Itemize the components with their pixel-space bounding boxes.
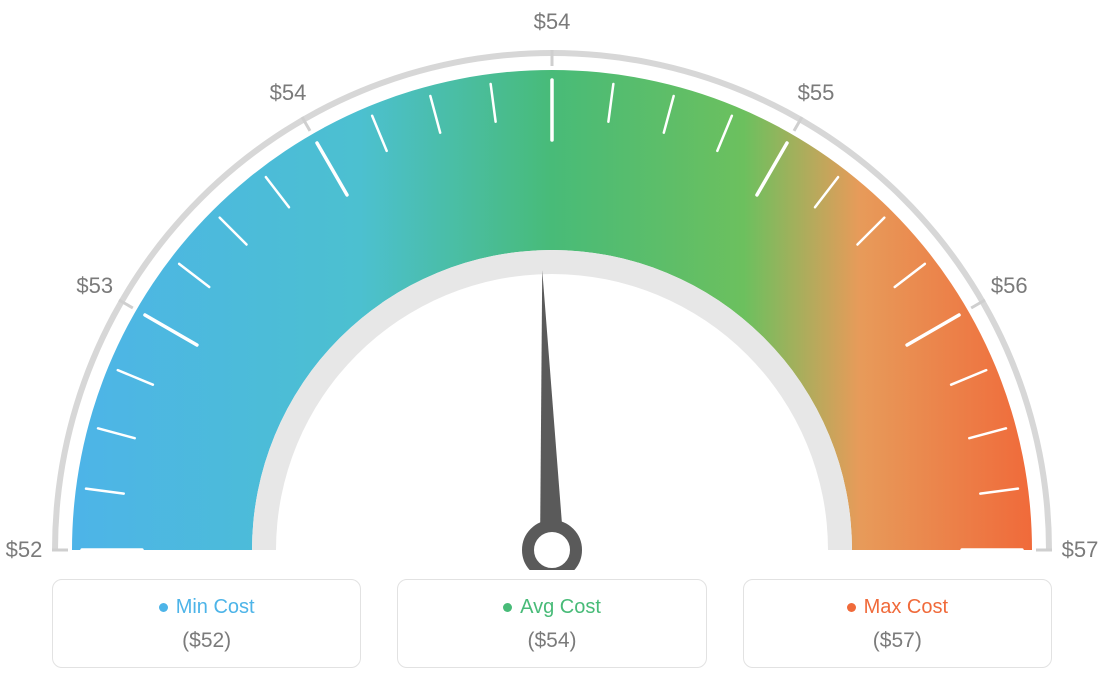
gauge-tick-label: $54 [270, 80, 307, 106]
gauge-needle [540, 270, 564, 550]
gauge-needle-hub [528, 526, 576, 570]
legend-value-min: ($52) [53, 629, 360, 653]
gauge-tick-label: $57 [1062, 537, 1099, 563]
min-dot-icon [159, 603, 168, 612]
legend-label-avg: Avg Cost [520, 596, 601, 619]
legend-row: Min Cost ($52) Avg Cost ($54) Max Cost (… [52, 579, 1052, 668]
legend-card-max: Max Cost ($57) [743, 579, 1052, 668]
gauge-tick-label: $56 [991, 273, 1028, 299]
max-dot-icon [847, 603, 856, 612]
legend-title-min: Min Cost [159, 596, 255, 619]
legend-label-min: Min Cost [176, 596, 255, 619]
legend-card-avg: Avg Cost ($54) [397, 579, 706, 668]
legend-card-min: Min Cost ($52) [52, 579, 361, 668]
legend-label-max: Max Cost [864, 596, 948, 619]
legend-title-avg: Avg Cost [503, 596, 601, 619]
legend-value-avg: ($54) [398, 629, 705, 653]
gauge-tick-label: $55 [798, 80, 835, 106]
gauge-tick-label: $53 [76, 273, 113, 299]
gauge-chart: $52$53$54$54$55$56$57 [27, 10, 1077, 570]
legend-value-max: ($57) [744, 629, 1051, 653]
legend-title-max: Max Cost [847, 596, 948, 619]
gauge-tick-label: $54 [534, 9, 571, 35]
gauge-tick-label: $52 [6, 537, 43, 563]
gauge-svg [27, 10, 1077, 570]
avg-dot-icon [503, 603, 512, 612]
